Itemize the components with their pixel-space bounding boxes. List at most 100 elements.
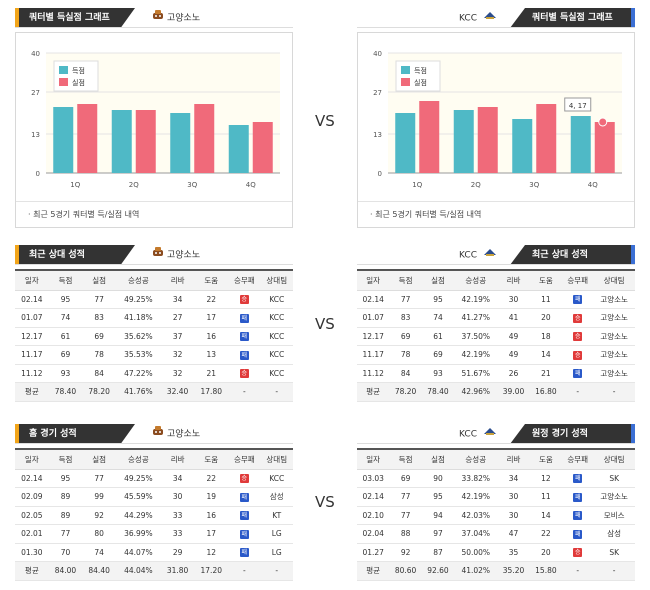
table-cell: 77	[389, 506, 422, 525]
table-cell: 49	[497, 327, 530, 346]
table-cell: 패	[228, 524, 261, 544]
loss-badge: 패	[239, 350, 249, 360]
win-badge: 승	[573, 332, 583, 342]
table-cell: 69	[389, 469, 422, 488]
table-cell: 41	[497, 308, 530, 328]
table-cell: 78.40	[421, 382, 455, 402]
table-cell: 고양소노	[593, 290, 635, 309]
table-cell: 12	[194, 543, 229, 562]
table-cell: 51.67%	[454, 364, 498, 383]
section-title: 쿼터별 득실점 그래프	[15, 8, 135, 28]
team-name-right: KCC	[459, 245, 500, 265]
column-header: 실점	[421, 450, 455, 470]
table-cell: 삼성	[260, 487, 293, 507]
table-cell: 18	[529, 327, 563, 346]
table-cell: 41.02%	[454, 561, 498, 581]
column-header: 리바	[497, 271, 530, 291]
table-cell: 33.82%	[454, 469, 498, 488]
win-badge: 승	[239, 369, 249, 379]
table-cell: 삼성	[593, 524, 635, 544]
loss-badge: 패	[573, 474, 583, 484]
table-cell: 01.07	[357, 308, 390, 328]
column-header: 승무패	[228, 450, 261, 470]
table-cell: 16.80	[529, 382, 563, 402]
table-cell: 42.03%	[454, 506, 498, 525]
table-cell: 47	[497, 524, 530, 544]
table-row: 02.14 95 77 49.25% 34 22 승 KCC	[15, 290, 293, 309]
table-cell: 95	[421, 290, 455, 309]
table-cell: 평균	[357, 382, 390, 402]
x-tick-label: 2Q	[471, 181, 481, 189]
table-cell: 93	[421, 364, 455, 383]
table-cell: 11.17	[15, 345, 49, 365]
table-cell: 패	[228, 543, 261, 562]
table-cell: KCC	[260, 469, 293, 488]
average-row: 평균 78.40 78.20 41.76% 32.40 17.80- -	[15, 382, 293, 402]
table-cell: 30	[497, 290, 530, 309]
table-cell: 35.20	[497, 561, 530, 581]
table-cell: 11.17	[357, 345, 390, 365]
table-cell: 34	[160, 290, 195, 309]
y-tick-label: 13	[31, 131, 40, 139]
table-cell: 34	[497, 469, 530, 488]
table-cell: 12	[529, 469, 563, 488]
table-cell: 88	[389, 524, 422, 544]
table-cell: 78.40	[48, 382, 83, 402]
sono-logo-icon	[152, 245, 164, 265]
bar-allowed	[536, 104, 557, 173]
team-name-left: 고양소노	[152, 8, 200, 28]
table-cell: 32.40	[160, 382, 195, 402]
table-row: 02.04 88 97 37.04% 47 22 패 삼성	[357, 524, 635, 544]
table-cell: 15.80	[529, 561, 563, 581]
table-cell: 45.59%	[115, 487, 161, 507]
table-cell: -	[260, 561, 293, 581]
table-cell: 패	[228, 506, 261, 525]
table-cell: 고양소노	[593, 487, 635, 507]
right-away-panel: KCC 원정 경기 성적 일자 득점 실점 승성공 리바 도움 승무패 상대팀 03.03 69 9…	[357, 424, 635, 581]
table-cell: 77	[48, 524, 83, 544]
table-cell: 84	[82, 364, 116, 383]
table-cell: 20	[529, 543, 563, 562]
win-badge: 승	[573, 313, 583, 323]
table-cell: 42.19%	[454, 290, 498, 309]
table-cell: 11	[529, 487, 563, 507]
section-title: 원정 경기 성적	[510, 424, 635, 444]
table-cell: 87	[421, 543, 455, 562]
left-home-panel: 홈 경기 성적 고양소노 일자 득점 실점 승성공 리바 도움 승무패 상대팀 02.14 95 7…	[15, 424, 293, 581]
loss-badge: 패	[239, 511, 249, 521]
bar-scored	[228, 125, 249, 173]
table-cell: 02.04	[357, 524, 390, 544]
table-cell: 39.00	[497, 382, 530, 402]
y-tick-label: 40	[31, 50, 40, 58]
x-tick-label: 1Q	[70, 181, 80, 189]
team-name-left: 고양소노	[152, 245, 200, 265]
average-row: 평균 80.60 92.60 41.02% 35.20 15.80- -	[357, 561, 635, 581]
table-cell: 95	[48, 469, 83, 488]
table-cell: 17.20	[194, 561, 229, 581]
table-cell: 41.27%	[454, 308, 498, 328]
table-cell: 01.07	[15, 308, 49, 328]
section-title: 홈 경기 성적	[15, 424, 135, 444]
right-recent-panel: KCC 최근 상대 성적 일자 득점 실점 승성공 리바 도움 승무패 상대팀 02.14 77 9…	[357, 245, 635, 402]
table-cell: KT	[260, 506, 293, 525]
table-cell: 32	[160, 364, 195, 383]
table-cell: 77	[82, 469, 116, 488]
table-row: 02.14 77 95 42.19% 30 11 패 고양소노	[357, 290, 635, 309]
column-header: 승성공	[115, 450, 161, 470]
table-cell: 83	[82, 308, 116, 328]
column-header: 실점	[82, 450, 116, 470]
table-cell: 69	[48, 345, 83, 365]
column-header: 승무패	[228, 271, 261, 291]
table-cell: 승	[562, 345, 594, 365]
column-header: 실점	[421, 271, 455, 291]
loss-badge: 패	[573, 369, 583, 379]
table-cell: -	[593, 382, 635, 402]
table-cell: 02.01	[15, 524, 49, 544]
table-cell: 89	[48, 506, 83, 525]
table-cell: 02.10	[357, 506, 390, 525]
table-cell: 17	[194, 524, 229, 544]
loss-badge: 패	[573, 492, 583, 502]
table-cell: 고양소노	[593, 364, 635, 383]
